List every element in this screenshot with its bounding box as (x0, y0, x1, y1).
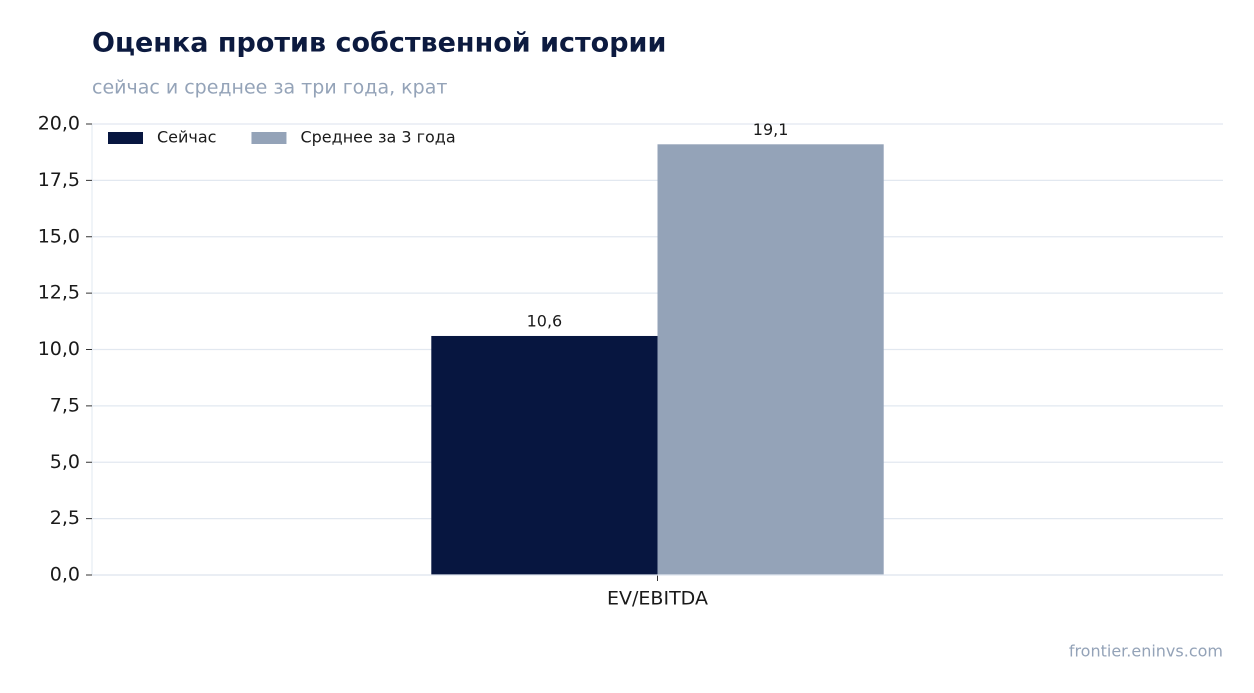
x-tick-label: EV/EBITDA (607, 588, 708, 610)
legend-swatch (251, 132, 287, 144)
y-tick-label: 10,0 (38, 338, 80, 360)
y-tick-label: 5,0 (50, 451, 80, 473)
value-label: 10,6 (527, 311, 563, 330)
source: frontier.eninvs.com (1069, 642, 1223, 661)
bar (431, 335, 658, 575)
y-tick-label: 7,5 (50, 394, 80, 416)
legend-label: Сейчас (157, 128, 216, 147)
y-tick-label: 15,0 (38, 225, 80, 247)
y-tick-label: 20,0 (38, 113, 80, 135)
chart-title: Оценка против собственной истории (92, 28, 666, 59)
y-tick-label: 17,5 (38, 169, 80, 191)
bar (657, 144, 884, 576)
value-label: 19,1 (753, 120, 789, 139)
legend-label: Среднее за 3 года (300, 128, 455, 147)
chart-subtitle: сейчас и среднее за три года, крат (92, 77, 447, 99)
y-tick-label: 12,5 (38, 282, 80, 304)
legend-swatch (108, 132, 143, 144)
y-tick-label: 2,5 (50, 507, 80, 529)
y-tick-label: 0,0 (50, 564, 80, 586)
